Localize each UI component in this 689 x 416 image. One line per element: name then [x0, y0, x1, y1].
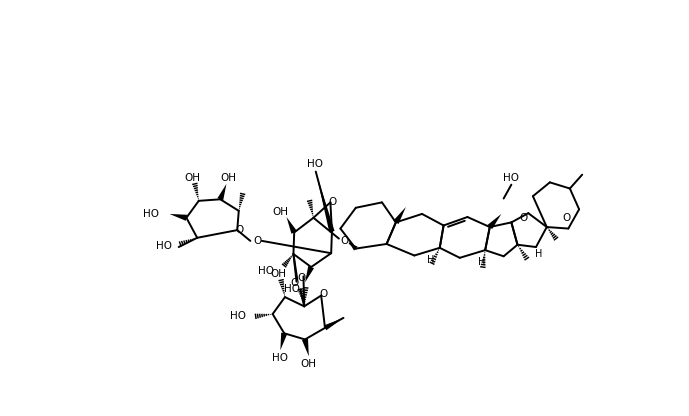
Polygon shape	[324, 318, 344, 330]
Text: O: O	[253, 236, 261, 246]
Polygon shape	[280, 333, 287, 350]
Text: HO: HO	[285, 284, 300, 294]
Text: HO: HO	[502, 173, 519, 183]
Text: O: O	[340, 236, 349, 246]
Text: HO: HO	[272, 353, 289, 363]
Polygon shape	[169, 214, 187, 221]
Text: OH: OH	[301, 359, 317, 369]
Text: OH: OH	[185, 173, 200, 183]
Text: HO: HO	[258, 266, 274, 276]
Text: OH: OH	[271, 269, 287, 279]
Text: O: O	[329, 197, 337, 207]
Polygon shape	[302, 339, 309, 357]
Polygon shape	[305, 266, 314, 282]
Text: OH: OH	[220, 173, 236, 183]
Polygon shape	[316, 171, 335, 233]
Text: HO: HO	[156, 240, 172, 250]
Text: O: O	[520, 213, 528, 223]
Text: O: O	[319, 289, 327, 299]
Text: O: O	[236, 225, 244, 235]
Polygon shape	[393, 207, 406, 224]
Text: H: H	[535, 249, 543, 259]
Polygon shape	[349, 243, 358, 250]
Text: OH: OH	[272, 208, 289, 218]
Polygon shape	[218, 184, 227, 201]
Text: HO: HO	[307, 159, 323, 169]
Text: H: H	[426, 255, 434, 265]
Text: O: O	[563, 213, 571, 223]
Text: HO: HO	[230, 311, 247, 321]
Text: HO: HO	[143, 209, 159, 219]
Polygon shape	[488, 214, 502, 229]
Text: O: O	[298, 273, 306, 283]
Text: O: O	[291, 278, 299, 288]
Text: H: H	[478, 257, 486, 267]
Polygon shape	[287, 217, 297, 234]
